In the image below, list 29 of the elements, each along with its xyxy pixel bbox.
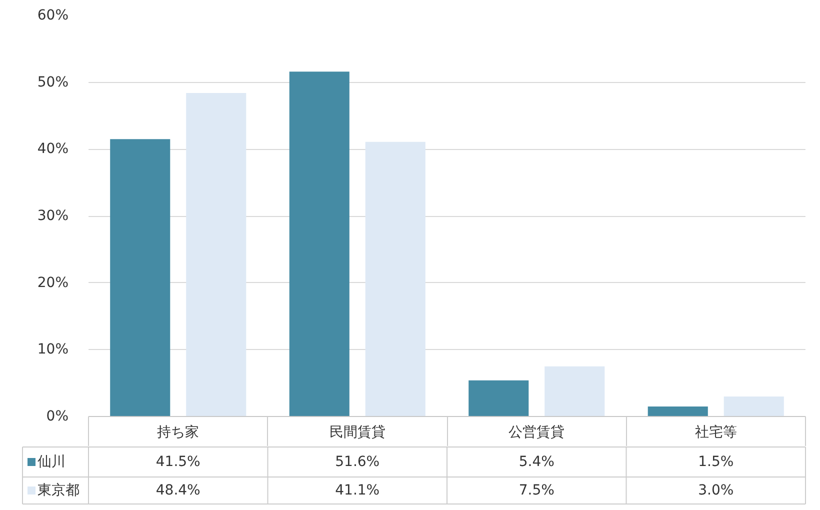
legend-label: 東京都 (38, 482, 80, 498)
data-label: 1.5% (698, 454, 734, 470)
y-tick-label: 10% (37, 342, 69, 358)
bar (365, 142, 426, 416)
bar (289, 72, 350, 416)
bar (724, 396, 784, 416)
bar (110, 139, 170, 416)
y-tick-label: 30% (37, 208, 69, 224)
y-tick-label: 40% (37, 141, 69, 158)
data-label: 3.0% (698, 482, 734, 498)
y-tick-label: 60% (37, 8, 69, 24)
y-tick-label: 50% (37, 74, 69, 90)
data-label: 7.5% (518, 482, 554, 498)
data-label: 41.5% (156, 454, 200, 470)
data-label: 5.4% (518, 454, 554, 470)
bar (648, 406, 708, 416)
bar (544, 366, 605, 416)
legend-label: 仙川 (38, 454, 66, 470)
x-tick-label: 持ち家 (157, 424, 200, 440)
bar (468, 380, 529, 416)
x-tick-label: 社宅等 (694, 424, 737, 440)
y-tick-label: 20% (37, 274, 69, 291)
bar (186, 93, 246, 416)
x-tick-label: 民間賃貸 (329, 424, 386, 440)
data-label: 41.1% (335, 482, 380, 498)
y-tick-label: 0% (46, 408, 69, 424)
data-label: 48.4% (156, 482, 200, 498)
data-label: 51.6% (335, 454, 380, 470)
x-tick-label: 公営賃貸 (508, 424, 565, 440)
